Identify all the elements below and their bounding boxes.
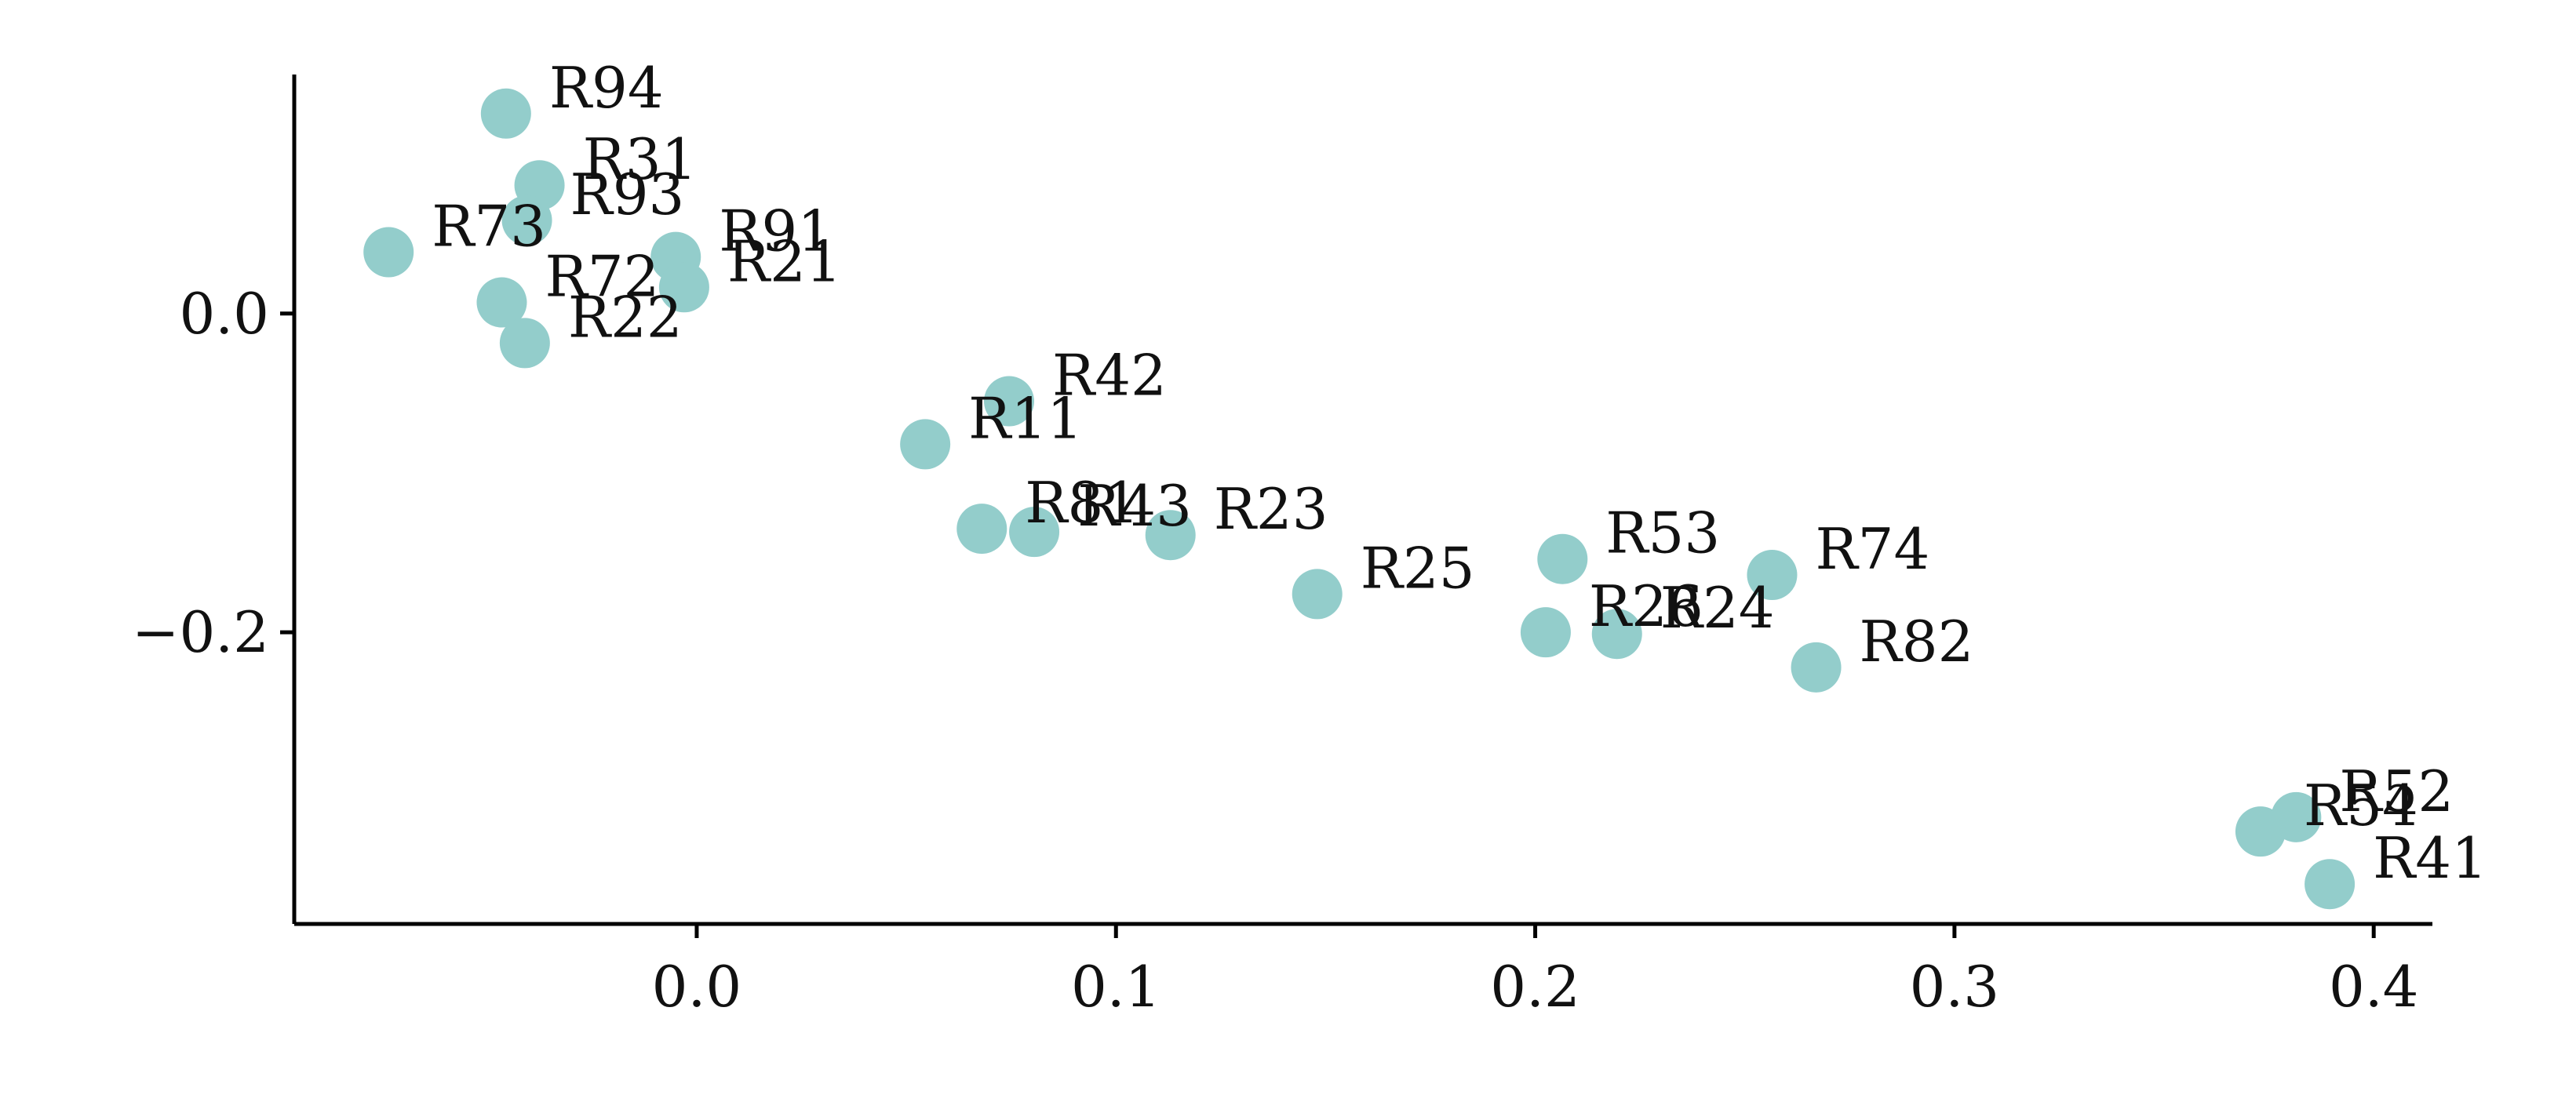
points-layer — [363, 88, 2356, 910]
x-tick-label: 0.1 — [1071, 954, 1161, 1020]
point-label: R54 — [2304, 773, 2418, 838]
y-ticks: 0.0 −0.2 — [132, 281, 294, 665]
point-label: R52 — [2339, 758, 2454, 824]
point-label: R21 — [727, 228, 842, 294]
point-label: R43 — [1077, 473, 1192, 539]
scatter-point — [2305, 859, 2356, 910]
scatter-point — [501, 195, 552, 245]
scatter-point — [900, 419, 951, 470]
point-label: R82 — [1860, 609, 1974, 675]
x-ticks: 0.0 0.1 0.2 0.3 0.4 — [652, 924, 2419, 1020]
point-label: R91 — [719, 198, 833, 264]
scatter-point — [1591, 609, 1642, 660]
scatter-point — [984, 376, 1035, 427]
scatter-point — [1747, 550, 1798, 601]
scatter-point — [1791, 642, 1842, 693]
scatter-point — [956, 504, 1007, 555]
scatter-point — [2235, 806, 2286, 857]
point-label: R24 — [1660, 575, 1775, 641]
point-label: R31 — [583, 126, 698, 192]
x-tick-label: 0.2 — [1490, 954, 1580, 1020]
scatter-point — [1292, 569, 1343, 620]
point-label: R81 — [1025, 470, 1139, 536]
scatter-point — [363, 227, 414, 278]
x-tick-label: 0.3 — [1910, 954, 2000, 1020]
x-tick-label: 0.4 — [2329, 954, 2419, 1020]
point-label: R74 — [1815, 516, 1929, 582]
scatter-point — [658, 262, 709, 313]
point-label: R22 — [568, 284, 683, 350]
scatter-point — [1537, 533, 1588, 584]
y-tick-label: −0.2 — [132, 599, 269, 665]
point-label: R94 — [549, 55, 664, 121]
scatter-point — [480, 88, 531, 139]
point-label: R93 — [570, 162, 685, 227]
scatter-point — [476, 277, 527, 328]
point-label: R26 — [1589, 573, 1703, 639]
point-label: R72 — [545, 244, 659, 310]
scatter-point — [1145, 510, 1196, 561]
y-tick-label: 0.0 — [179, 281, 269, 347]
point-label: R42 — [1052, 343, 1167, 409]
point-label: R11 — [968, 385, 1083, 451]
point-label: R41 — [2373, 825, 2487, 891]
point-label: R23 — [1214, 476, 1328, 542]
axes — [292, 75, 2432, 926]
x-tick-label: 0.0 — [652, 954, 742, 1020]
scatter-point — [1520, 607, 1571, 658]
point-label: R73 — [432, 194, 546, 260]
point-label: R53 — [1605, 500, 1720, 566]
scatter-point — [1009, 507, 1060, 558]
point-label: R25 — [1361, 535, 1475, 601]
scatter-point — [499, 318, 550, 369]
